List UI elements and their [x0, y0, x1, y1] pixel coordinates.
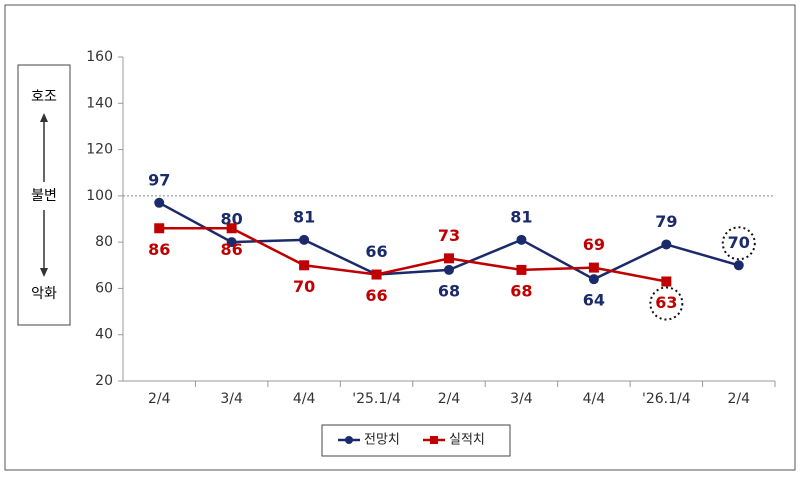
data-label: 70: [293, 277, 315, 296]
x-tick-label: '26.1/4: [642, 391, 691, 407]
data-label: 68: [510, 281, 532, 300]
data-label: 70: [728, 233, 750, 252]
marker: [444, 264, 454, 275]
y-tick-label: 80: [95, 234, 113, 250]
marker: [516, 264, 527, 275]
marker: [154, 197, 165, 208]
x-tick-label: '25.1/4: [352, 391, 401, 407]
x-tick-label: 3/4: [220, 391, 243, 407]
legend-label: 실적치: [449, 433, 485, 448]
scale-box: [17, 64, 71, 326]
y-tick-label: 140: [86, 95, 113, 111]
legend-marker: [345, 436, 353, 444]
data-label: 66: [365, 242, 387, 261]
data-label: 81: [510, 207, 532, 226]
marker: [661, 239, 672, 250]
marker: [733, 260, 744, 271]
marker: [226, 237, 237, 248]
arrow-head: [40, 113, 48, 122]
marker: [371, 269, 382, 280]
y-tick-label: 60: [95, 280, 113, 296]
legend-marker: [430, 436, 438, 444]
y-tick-label: 20: [95, 373, 113, 389]
scale-label: 호조: [31, 89, 57, 105]
data-label: 64: [583, 291, 605, 310]
data-label: 80: [221, 210, 243, 229]
y-tick-label: 40: [95, 327, 113, 343]
data-label: 73: [438, 226, 460, 245]
scale-label: 악화: [31, 286, 57, 302]
marker: [154, 223, 165, 234]
marker: [226, 223, 237, 234]
data-label: 63: [655, 293, 677, 312]
data-label: 86: [148, 240, 170, 259]
y-tick-label: 100: [86, 188, 113, 204]
data-label: 79: [655, 212, 677, 231]
data-label: 66: [365, 286, 387, 305]
y-tick-label: 120: [86, 142, 113, 158]
series-line: [159, 227, 667, 283]
data-label: 86: [221, 240, 243, 259]
x-tick-label: 3/4: [510, 391, 533, 407]
scale-label: 불변: [31, 188, 57, 204]
marker: [299, 260, 310, 271]
x-tick-label: 2/4: [438, 391, 461, 407]
legend-label: 전망치: [364, 433, 400, 448]
x-tick-label: 4/4: [583, 391, 606, 407]
highlight-ring: [721, 226, 756, 261]
marker: [588, 274, 599, 285]
x-tick-label: 4/4: [293, 391, 316, 407]
data-label: 68: [438, 281, 460, 300]
marker: [299, 234, 310, 245]
data-label: 81: [293, 207, 315, 226]
frame: [4, 4, 796, 471]
marker: [661, 276, 672, 287]
y-tick-label: 160: [86, 49, 113, 65]
highlight-ring: [649, 286, 684, 321]
x-tick-label: 2/4: [148, 391, 171, 407]
x-tick-label: 2/4: [728, 391, 751, 407]
data-label: 97: [148, 170, 170, 189]
data-label: 69: [583, 235, 605, 254]
marker: [588, 262, 599, 273]
arrow-head: [40, 268, 48, 277]
marker: [444, 253, 454, 264]
marker: [516, 234, 527, 245]
